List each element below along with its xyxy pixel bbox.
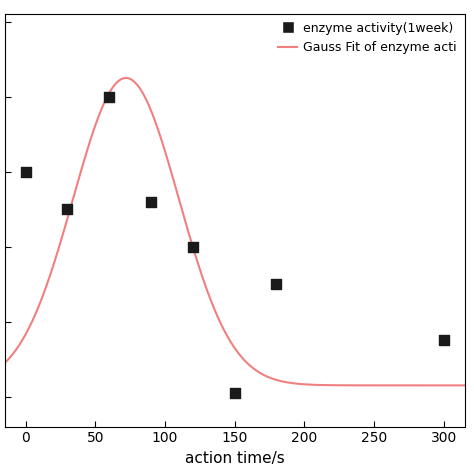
Gauss Fit of enzyme acti — [2, 360, 8, 366]
enzyme activity(1week) — [105, 93, 113, 100]
enzyme activity(1week) — [147, 198, 155, 205]
Gauss Fit of enzyme acti — [462, 383, 467, 388]
Gauss Fit of enzyme acti — [318, 382, 324, 388]
enzyme activity(1week) — [189, 243, 197, 250]
Line: Gauss Fit of enzyme acti: Gauss Fit of enzyme acti — [5, 78, 465, 385]
Legend: enzyme activity(1week), Gauss Fit of enzyme acti: enzyme activity(1week), Gauss Fit of enz… — [273, 17, 462, 59]
enzyme activity(1week) — [231, 389, 238, 397]
enzyme activity(1week) — [440, 337, 447, 344]
enzyme activity(1week) — [22, 168, 29, 175]
Gauss Fit of enzyme acti — [188, 238, 194, 244]
enzyme activity(1week) — [64, 205, 71, 213]
Gauss Fit of enzyme acti — [361, 383, 366, 388]
X-axis label: action time/s: action time/s — [185, 451, 284, 466]
Gauss Fit of enzyme acti — [205, 289, 210, 295]
Gauss Fit of enzyme acti — [49, 268, 55, 273]
Gauss Fit of enzyme acti — [123, 75, 128, 81]
Gauss Fit of enzyme acti — [369, 383, 375, 388]
enzyme activity(1week) — [273, 280, 280, 288]
